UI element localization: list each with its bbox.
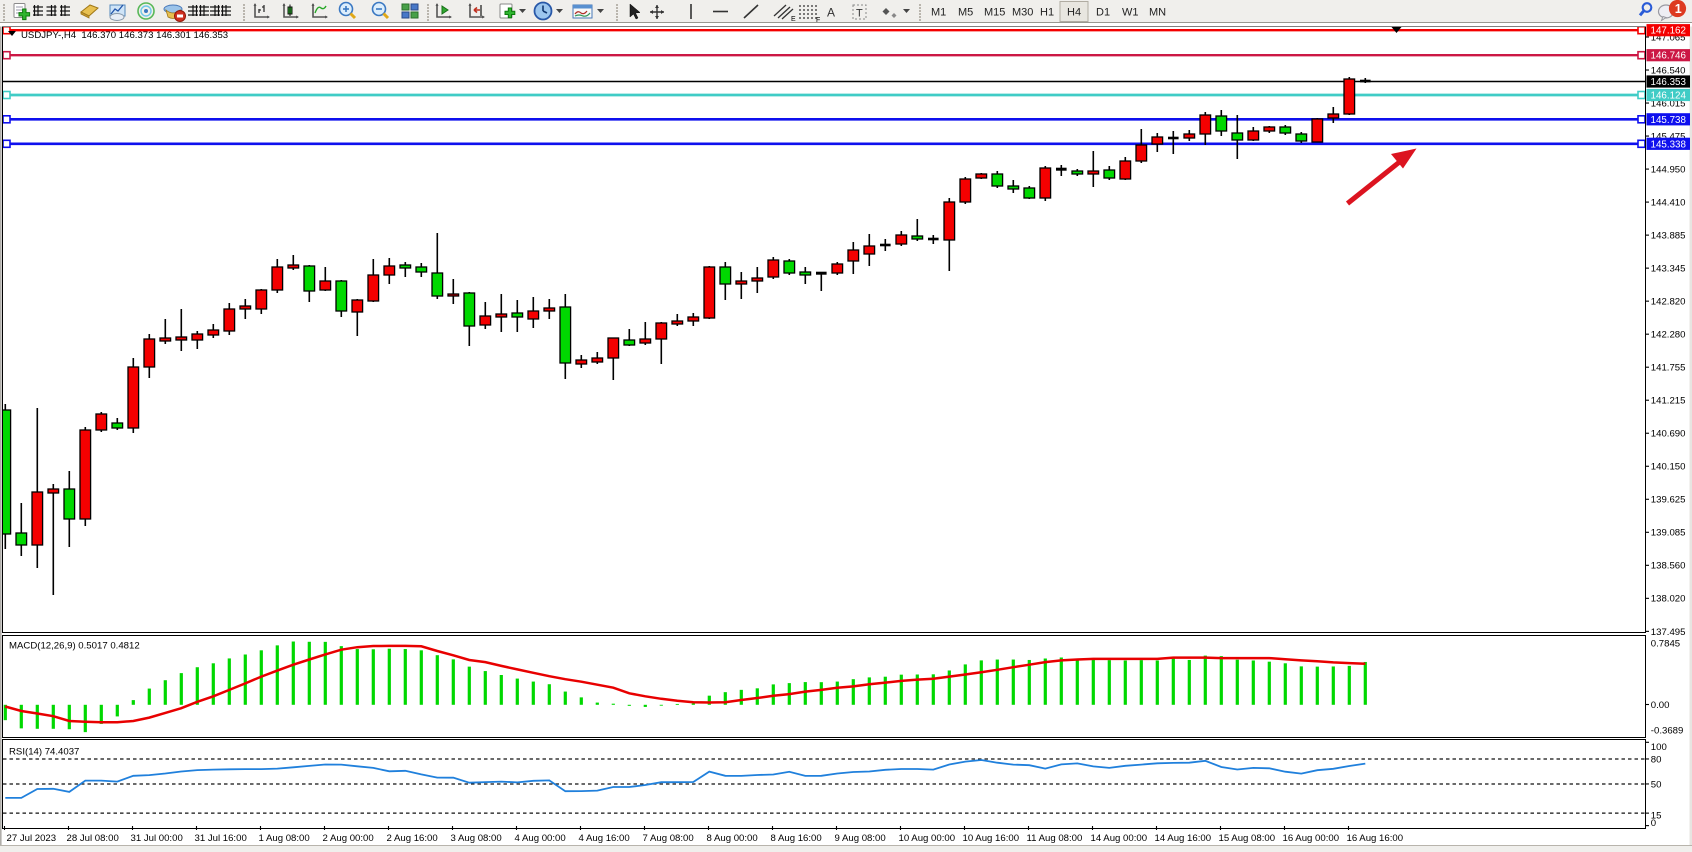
svg-text:4 Aug 00:00: 4 Aug 00:00 xyxy=(515,833,566,844)
svg-text:139.625: 139.625 xyxy=(1651,495,1686,506)
svg-text:143.345: 143.345 xyxy=(1651,264,1686,275)
svg-text:0: 0 xyxy=(1651,818,1656,829)
svg-text:D1: D1 xyxy=(1096,7,1110,19)
svg-text:100: 100 xyxy=(1651,742,1667,753)
svg-text:146.353: 146.353 xyxy=(1651,77,1687,88)
svg-text:15 Aug 08:00: 15 Aug 08:00 xyxy=(1219,833,1276,844)
svg-text:50: 50 xyxy=(1651,779,1662,790)
svg-text:144.950: 144.950 xyxy=(1651,164,1686,175)
svg-text:9 Aug 08:00: 9 Aug 08:00 xyxy=(835,833,886,844)
svg-text:MN: MN xyxy=(1149,7,1166,19)
svg-text:E: E xyxy=(791,16,796,23)
svg-text:31 Jul 00:00: 31 Jul 00:00 xyxy=(131,833,183,844)
svg-text:H1: H1 xyxy=(1040,7,1054,19)
svg-text:2 Aug 16:00: 2 Aug 16:00 xyxy=(387,833,438,844)
svg-text:M1: M1 xyxy=(931,7,946,19)
svg-text:10 Aug 00:00: 10 Aug 00:00 xyxy=(899,833,956,844)
svg-text:28 Jul 08:00: 28 Jul 08:00 xyxy=(67,833,119,844)
svg-text:11 Aug 08:00: 11 Aug 08:00 xyxy=(1027,833,1083,844)
svg-text:1: 1 xyxy=(1675,2,1682,16)
svg-text:8 Aug 00:00: 8 Aug 00:00 xyxy=(707,833,758,844)
svg-text:RSI(14) 74.4037: RSI(14) 74.4037 xyxy=(9,747,79,758)
svg-text:M30: M30 xyxy=(1012,7,1033,19)
svg-text:0.00: 0.00 xyxy=(1651,700,1670,711)
svg-text:-0.3689: -0.3689 xyxy=(1651,725,1684,736)
svg-text:146.746: 146.746 xyxy=(1651,51,1687,62)
svg-text:146.015: 146.015 xyxy=(1651,98,1686,109)
svg-text:M15: M15 xyxy=(984,7,1005,19)
svg-text:2 Aug 00:00: 2 Aug 00:00 xyxy=(323,833,374,844)
svg-text:7 Aug 08:00: 7 Aug 08:00 xyxy=(643,833,694,844)
svg-text:31 Jul 16:00: 31 Jul 16:00 xyxy=(195,833,247,844)
svg-text:137.495: 137.495 xyxy=(1651,627,1686,638)
svg-text:T: T xyxy=(856,8,863,20)
svg-text:146.124: 146.124 xyxy=(1651,91,1687,102)
svg-text:M5: M5 xyxy=(958,7,973,19)
svg-text:16 Aug 00:00: 16 Aug 00:00 xyxy=(1283,833,1340,844)
svg-text:140.690: 140.690 xyxy=(1651,429,1686,440)
svg-text:W1: W1 xyxy=(1122,7,1139,19)
svg-text:MACD(12,26,9) 0.5017 0.4812: MACD(12,26,9) 0.5017 0.4812 xyxy=(9,641,140,652)
svg-text:140.150: 140.150 xyxy=(1651,462,1686,473)
svg-text:27 Jul 2023: 27 Jul 2023 xyxy=(7,833,57,844)
svg-text:4 Aug 16:00: 4 Aug 16:00 xyxy=(579,833,630,844)
svg-text:145.738: 145.738 xyxy=(1651,115,1687,126)
svg-text:145.475: 145.475 xyxy=(1651,131,1686,142)
svg-text:144.410: 144.410 xyxy=(1651,198,1686,209)
svg-text:15: 15 xyxy=(1651,810,1662,821)
svg-text:141.215: 141.215 xyxy=(1651,396,1686,407)
svg-text:A: A xyxy=(827,6,835,20)
svg-text:8 Aug 16:00: 8 Aug 16:00 xyxy=(771,833,822,844)
svg-text:142.820: 142.820 xyxy=(1651,297,1686,308)
svg-text:147.162: 147.162 xyxy=(1651,26,1686,37)
svg-text:F: F xyxy=(816,17,820,24)
svg-text:139.085: 139.085 xyxy=(1651,528,1686,539)
svg-text:147.065: 147.065 xyxy=(1651,32,1686,43)
svg-text:USDJPY-,H4 146.370 146.373 14: USDJPY-,H4 146.370 146.373 146.301 146.3… xyxy=(21,30,228,41)
svg-text:143.885: 143.885 xyxy=(1651,231,1686,242)
svg-text:3 Aug 08:00: 3 Aug 08:00 xyxy=(451,833,502,844)
svg-text:80: 80 xyxy=(1651,754,1662,765)
svg-text:145.338: 145.338 xyxy=(1651,139,1687,150)
svg-text:0.7845: 0.7845 xyxy=(1651,639,1680,650)
svg-text:141.755: 141.755 xyxy=(1651,363,1686,374)
svg-text:14 Aug 16:00: 14 Aug 16:00 xyxy=(1155,833,1212,844)
svg-text:138.560: 138.560 xyxy=(1651,561,1686,572)
svg-text:1 Aug 08:00: 1 Aug 08:00 xyxy=(259,833,310,844)
svg-text:14 Aug 00:00: 14 Aug 00:00 xyxy=(1091,833,1148,844)
svg-text:10 Aug 16:00: 10 Aug 16:00 xyxy=(963,833,1020,844)
svg-text:146.540: 146.540 xyxy=(1651,65,1686,76)
svg-text:142.280: 142.280 xyxy=(1651,330,1686,341)
svg-text:16 Aug 16:00: 16 Aug 16:00 xyxy=(1347,833,1404,844)
svg-text:138.020: 138.020 xyxy=(1651,594,1686,605)
svg-text:H4: H4 xyxy=(1067,7,1081,19)
